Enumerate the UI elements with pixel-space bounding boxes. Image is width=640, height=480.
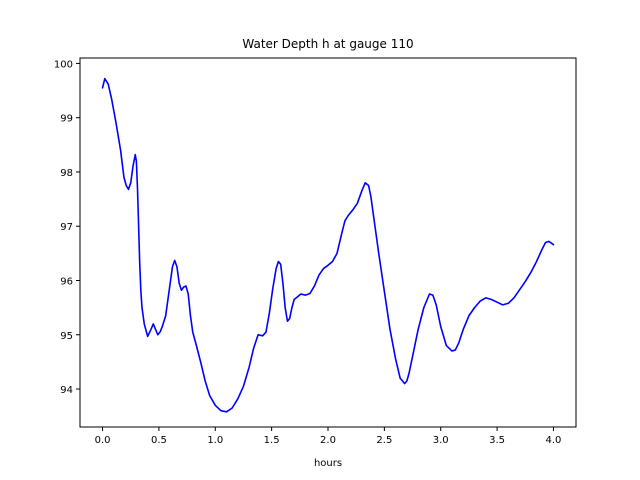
- x-tick-label: 2.0: [320, 435, 336, 446]
- y-axis: 94 95 96 97 98 99 100: [54, 59, 80, 396]
- y-tick-label: 98: [60, 168, 73, 179]
- x-axis-label: hours: [314, 458, 342, 469]
- y-tick-label: 94: [60, 385, 73, 396]
- y-tick-label: 97: [60, 222, 73, 233]
- chart-title: Water Depth h at gauge 110: [242, 37, 413, 51]
- x-tick-label: 3.0: [433, 435, 449, 446]
- x-tick-label: 0.0: [95, 435, 111, 446]
- x-tick-label: 2.5: [376, 435, 392, 446]
- y-tick-label: 100: [54, 59, 73, 70]
- y-tick-label: 95: [60, 331, 73, 342]
- x-tick-label: 0.5: [151, 435, 167, 446]
- x-tick-label: 4.0: [546, 435, 562, 446]
- series-line-0: [101, 77, 555, 413]
- x-tick-label: 3.5: [489, 435, 505, 446]
- y-tick-label: 96: [60, 276, 73, 287]
- x-tick-label: 1.5: [264, 435, 280, 446]
- x-tick-label: 1.0: [207, 435, 223, 446]
- y-tick-label: 99: [60, 114, 73, 125]
- x-axis: 0.0 0.5 1.0 1.5 2.0 2.5 3.0 3.5 4.0: [95, 427, 562, 446]
- plot-area: [101, 77, 555, 413]
